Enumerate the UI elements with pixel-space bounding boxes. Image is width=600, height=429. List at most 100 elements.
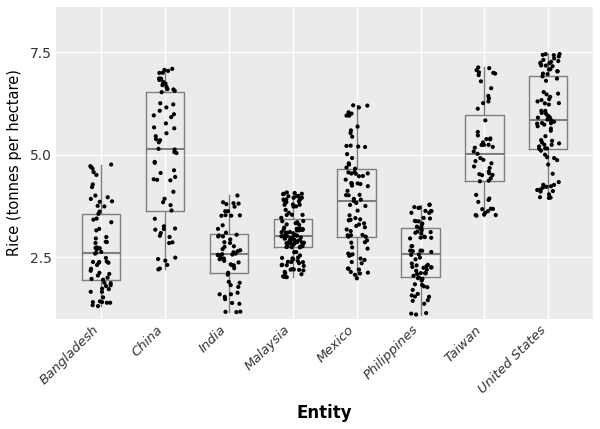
Point — [541, 62, 551, 69]
Point — [421, 208, 430, 214]
Point — [216, 255, 226, 262]
Point — [536, 137, 546, 144]
Point — [297, 194, 307, 201]
Point — [232, 231, 241, 238]
Point — [350, 165, 360, 172]
Point — [356, 255, 365, 262]
Point — [350, 214, 360, 221]
Point — [408, 248, 418, 254]
Point — [536, 107, 546, 114]
Point — [86, 266, 96, 272]
Point — [227, 251, 237, 258]
Point — [343, 265, 353, 272]
Point — [172, 150, 181, 157]
Point — [215, 291, 224, 298]
Point — [478, 100, 488, 106]
Point — [94, 259, 104, 266]
Point — [553, 68, 562, 75]
Point — [353, 207, 362, 214]
Point — [488, 69, 498, 76]
Point — [91, 192, 100, 199]
Point — [408, 287, 418, 293]
Point — [406, 251, 416, 258]
Point — [475, 178, 485, 185]
Point — [475, 171, 484, 178]
Point — [416, 230, 426, 237]
Point — [539, 89, 548, 96]
Point — [86, 163, 95, 169]
Point — [213, 251, 223, 258]
Point — [345, 202, 355, 208]
Point — [226, 291, 236, 298]
Point — [295, 266, 304, 273]
Point — [419, 264, 428, 271]
Point — [347, 170, 356, 177]
Point — [406, 310, 416, 317]
Point — [547, 58, 556, 65]
Point — [484, 93, 493, 100]
Point — [490, 70, 500, 77]
Point — [282, 262, 292, 269]
Point — [97, 248, 106, 255]
Point — [411, 256, 421, 263]
Point — [537, 97, 547, 103]
Point — [159, 226, 169, 233]
Point — [544, 191, 554, 198]
Point — [282, 189, 292, 196]
Point — [281, 230, 291, 236]
Point — [161, 120, 171, 127]
Point — [410, 218, 419, 224]
Point — [91, 250, 101, 257]
Point — [416, 234, 425, 241]
Point — [363, 269, 373, 276]
Point — [413, 275, 423, 281]
Point — [292, 227, 302, 234]
Point — [427, 248, 436, 255]
Point — [151, 133, 161, 139]
Point — [296, 271, 306, 278]
Point — [94, 211, 103, 218]
Point — [354, 221, 364, 228]
Point — [169, 86, 178, 93]
Point — [162, 84, 172, 91]
Point — [234, 200, 244, 207]
Point — [102, 299, 112, 306]
Point — [104, 260, 113, 266]
Point — [419, 214, 428, 221]
Point — [408, 297, 418, 304]
Point — [294, 221, 304, 228]
Point — [223, 208, 233, 214]
Point — [540, 100, 550, 107]
Point — [217, 212, 226, 219]
Point — [363, 170, 373, 177]
Point — [344, 217, 353, 224]
Point — [155, 137, 165, 144]
Point — [553, 157, 562, 163]
Point — [542, 184, 551, 190]
Point — [95, 269, 104, 276]
Point — [163, 67, 173, 74]
Point — [158, 79, 168, 85]
Point — [349, 197, 359, 204]
Point — [101, 283, 111, 290]
Point — [341, 142, 351, 149]
Point — [549, 118, 559, 125]
Point — [155, 107, 164, 114]
Point — [156, 75, 166, 82]
Point — [281, 206, 290, 213]
Point — [92, 244, 102, 251]
Point — [540, 151, 550, 158]
Point — [547, 117, 556, 124]
Point — [477, 172, 487, 178]
Point — [221, 201, 231, 208]
Point — [539, 181, 548, 188]
Point — [537, 120, 547, 127]
Point — [359, 220, 369, 227]
Point — [354, 104, 364, 111]
Point — [235, 247, 245, 254]
Point — [469, 148, 479, 155]
Point — [88, 259, 98, 266]
Point — [86, 163, 96, 170]
Point — [344, 169, 353, 176]
Point — [87, 184, 97, 190]
